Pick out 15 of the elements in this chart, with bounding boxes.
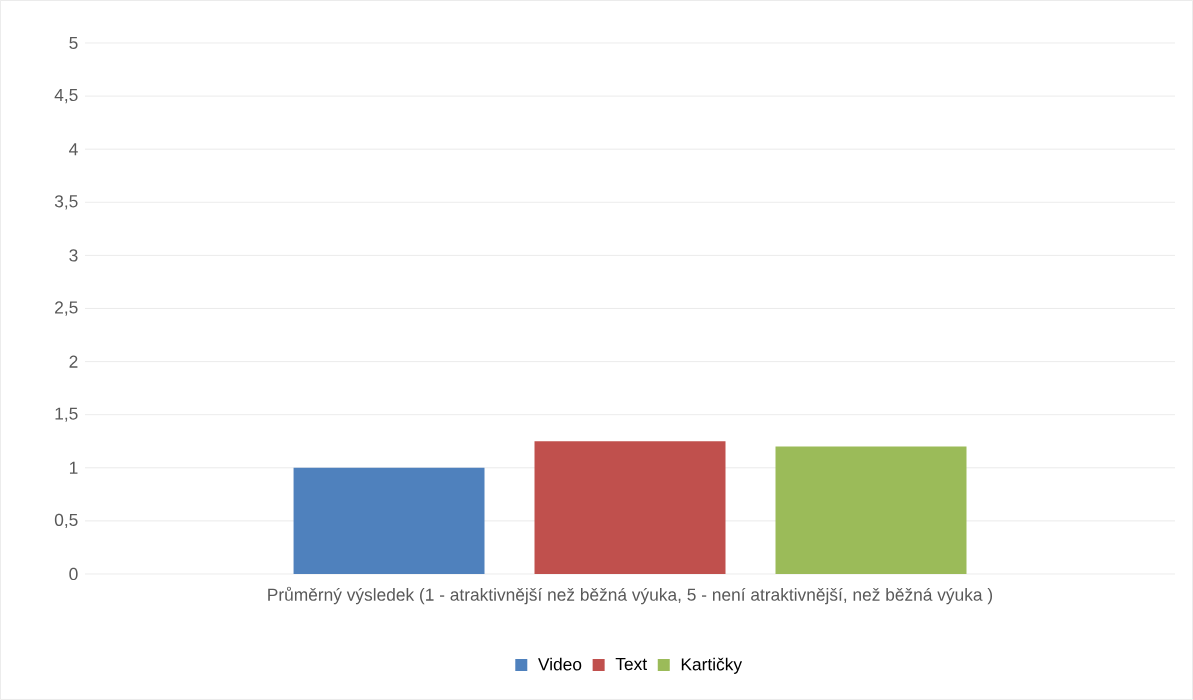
y-tick-label: 1,5 bbox=[55, 407, 78, 422]
legend-label: Video bbox=[538, 657, 582, 671]
y-tick-label: 4,5 bbox=[54, 89, 78, 104]
y-tick-label: 3 bbox=[69, 249, 78, 262]
y-tick-label: 5 bbox=[69, 36, 78, 50]
y-tick-label: 1 bbox=[69, 461, 78, 474]
y-tick-label: 4 bbox=[69, 143, 78, 156]
y-tick-label: 0,5 bbox=[54, 513, 78, 529]
y-tick-label: 0 bbox=[69, 567, 78, 581]
y-tick-label: 3,5 bbox=[54, 195, 78, 210]
y-tick-label: 2,5 bbox=[55, 301, 78, 316]
legend-label: Kartičky bbox=[681, 657, 743, 674]
legend-label: Text bbox=[615, 658, 647, 671]
x-tick-label: Průměrný výsledek (1 - atraktivnější než běžná výuka, 5 - není atraktivnější, než běžná výuka ) bbox=[268, 586, 993, 605]
y-tick-label: 2 bbox=[69, 355, 78, 368]
